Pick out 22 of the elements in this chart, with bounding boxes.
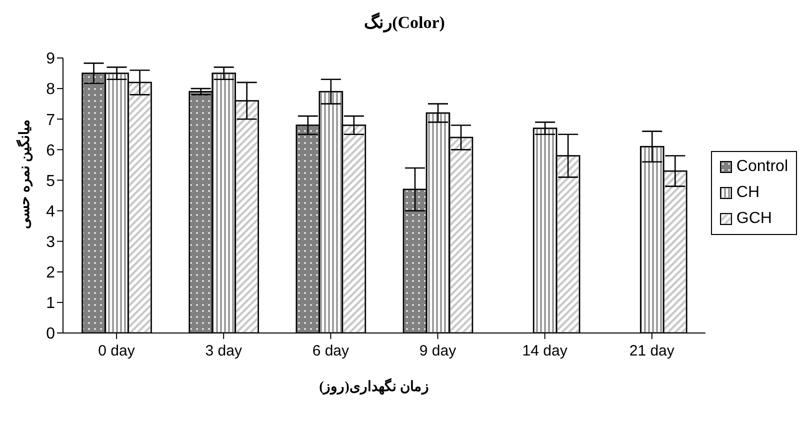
y-tick-label: 8 bbox=[46, 81, 56, 98]
y-tick-label: 6 bbox=[46, 142, 56, 160]
y-axis-title: میانگین نمره حسی bbox=[16, 118, 34, 228]
y-tick-label: 5 bbox=[46, 172, 56, 190]
y-tick-label: 3 bbox=[46, 234, 56, 252]
x-tick-label: 3 day bbox=[205, 342, 242, 360]
x-axis-title: زمان نگهداری(روز) bbox=[318, 378, 430, 396]
y-tick-label: 4 bbox=[46, 203, 56, 220]
y-tick-label: 9 bbox=[46, 50, 56, 68]
legend-label: CH bbox=[735, 183, 761, 203]
x-tick-label: 21 day bbox=[629, 342, 675, 360]
y-tick-label: 7 bbox=[46, 112, 56, 129]
y-tick-label: 1 bbox=[46, 295, 56, 312]
y-tick-label: 2 bbox=[46, 264, 56, 282]
x-tick-label: 6 day bbox=[312, 342, 350, 360]
legend-label: GCH bbox=[735, 209, 773, 229]
x-tick-label: 14 day bbox=[522, 342, 568, 360]
chart-title: رنگ(Color) bbox=[363, 12, 446, 33]
x-tick-label: 0 day bbox=[98, 342, 136, 360]
legend-label: Control bbox=[735, 157, 788, 177]
x-tick-label: 9 day bbox=[419, 342, 457, 360]
y-tick-label: 0 bbox=[46, 326, 56, 343]
